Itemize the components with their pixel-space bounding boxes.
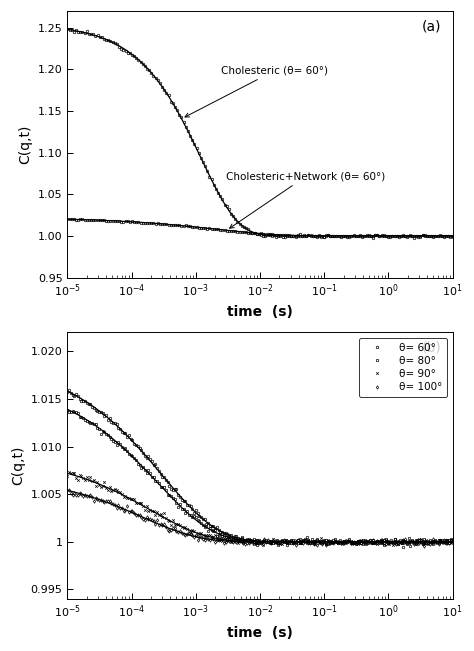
Text: (b): (b) — [421, 340, 441, 354]
θ= 100° — [450, 536, 456, 544]
θ= 100° — [422, 542, 428, 550]
θ= 80° — [408, 542, 413, 549]
θ= 60° — [413, 540, 419, 548]
θ= 60° — [406, 538, 411, 546]
θ= 90° — [413, 536, 419, 544]
θ= 60° — [450, 538, 456, 546]
θ= 90° — [393, 538, 399, 546]
θ= 90° — [406, 539, 411, 547]
θ= 60° — [401, 543, 406, 551]
Text: Cholesteric (θ= 60°): Cholesteric (θ= 60°) — [185, 66, 328, 117]
θ= 100° — [170, 525, 176, 533]
θ= 60° — [66, 386, 72, 394]
θ= 80° — [450, 537, 456, 545]
θ= 80° — [270, 540, 276, 547]
θ= 90° — [179, 523, 184, 531]
θ= 60° — [272, 538, 278, 546]
θ= 90° — [66, 469, 72, 477]
θ= 90° — [172, 521, 178, 529]
Y-axis label: C(q,t): C(q,t) — [11, 446, 25, 486]
θ= 80° — [402, 537, 408, 545]
θ= 100° — [64, 486, 70, 493]
Line: θ= 90°: θ= 90° — [66, 471, 454, 546]
θ= 100° — [402, 535, 408, 543]
θ= 100° — [177, 527, 183, 535]
θ= 60° — [392, 535, 397, 543]
θ= 90° — [450, 538, 456, 546]
θ= 90° — [390, 542, 396, 549]
Text: Cholesteric+Network (θ= 60°): Cholesteric+Network (θ= 60°) — [227, 171, 386, 229]
Text: (a): (a) — [421, 19, 441, 33]
X-axis label: time  (s): time (s) — [227, 626, 293, 640]
θ= 80° — [411, 540, 417, 547]
Line: θ= 60°: θ= 60° — [66, 389, 454, 548]
θ= 90° — [64, 472, 70, 480]
θ= 80° — [177, 499, 183, 507]
θ= 60° — [64, 388, 70, 396]
θ= 80° — [170, 495, 176, 503]
θ= 100° — [410, 538, 415, 546]
θ= 80° — [390, 538, 396, 546]
Line: θ= 100°: θ= 100° — [66, 488, 454, 547]
θ= 60° — [172, 485, 178, 493]
θ= 80° — [64, 406, 70, 413]
θ= 100° — [270, 536, 276, 544]
X-axis label: time  (s): time (s) — [227, 305, 293, 318]
θ= 100° — [390, 538, 396, 546]
θ= 60° — [179, 496, 184, 504]
θ= 90° — [272, 539, 278, 547]
Legend: θ= 60°, θ= 80°, θ= 90°, θ= 100°: θ= 60°, θ= 80°, θ= 90°, θ= 100° — [359, 338, 447, 398]
Y-axis label: C(q,t): C(q,t) — [18, 124, 32, 164]
Line: θ= 80°: θ= 80° — [66, 408, 454, 547]
